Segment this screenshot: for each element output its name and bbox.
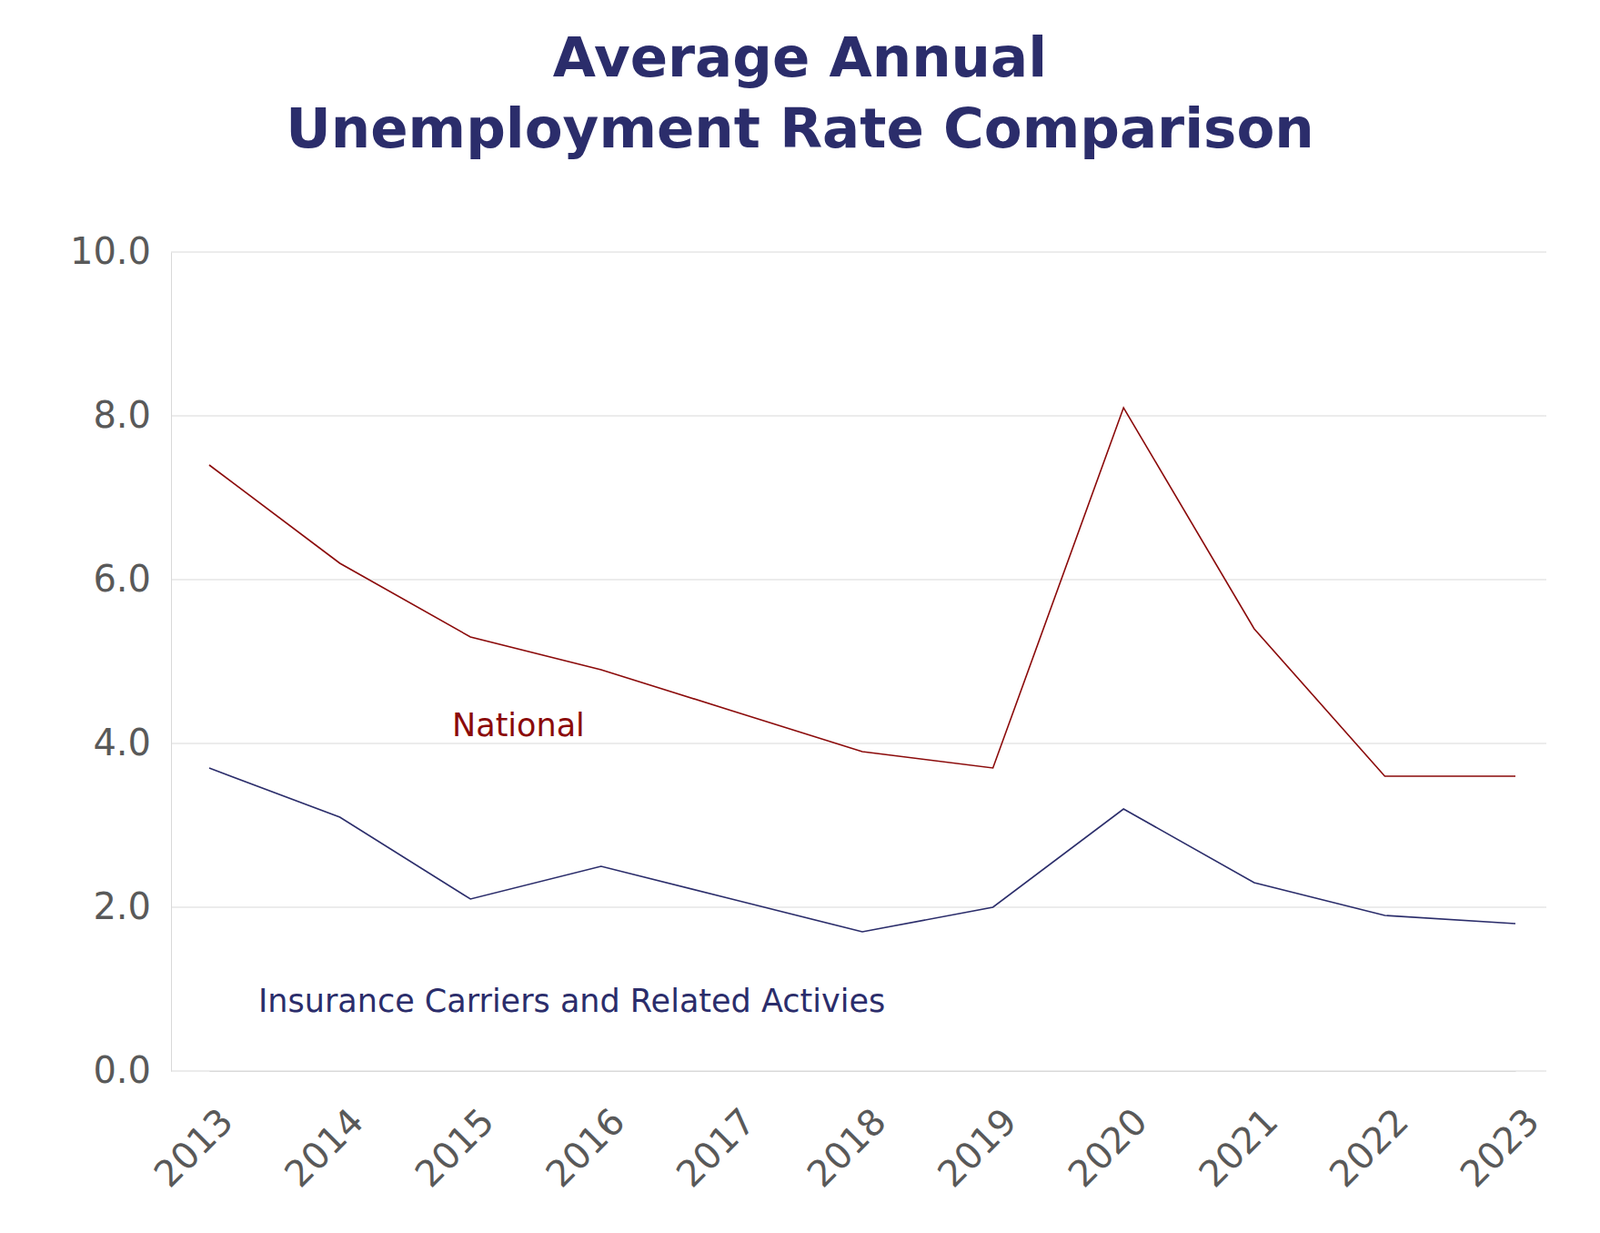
grid-line xyxy=(171,251,1547,253)
x-tick-label: 2020 xyxy=(1059,1099,1156,1196)
grid xyxy=(171,251,1547,1071)
y-tick: 2.0 xyxy=(92,885,172,927)
y-tick: 6.0 xyxy=(92,557,172,600)
title-line: Unemployment Rate Comparison xyxy=(285,95,1315,161)
x-tick-label: 2017 xyxy=(668,1099,765,1196)
x-axis: 2013 2014 2015 2016 2017 2018 2019 2020 2021 2022… xyxy=(145,1070,1548,1195)
x-tick: 2019 xyxy=(929,1070,1026,1195)
y-tick: 10.0 xyxy=(70,230,172,272)
grid-line xyxy=(171,415,1547,417)
y-axis-line xyxy=(171,252,172,1072)
title-line: Average Annual xyxy=(553,24,1047,90)
series-label: National xyxy=(452,706,585,744)
x-tick: 2014 xyxy=(276,1070,373,1195)
x-tick: 2021 xyxy=(1190,1070,1287,1195)
x-tick: 2017 xyxy=(668,1070,765,1195)
y-tick-label: 2.0 xyxy=(92,885,151,927)
x-tick-label: 2019 xyxy=(929,1099,1026,1196)
x-tick: 2022 xyxy=(1321,1070,1418,1195)
x-tick-label: 2022 xyxy=(1321,1099,1418,1196)
y-tick-label: 10.0 xyxy=(70,230,151,272)
x-tick-label: 2018 xyxy=(798,1099,895,1196)
x-tick: 2016 xyxy=(537,1070,634,1195)
grid-line xyxy=(171,1070,1547,1072)
x-tick-label: 2014 xyxy=(276,1099,373,1196)
grid-line xyxy=(171,579,1547,581)
y-tick-label: 8.0 xyxy=(92,393,151,436)
series-label: Insurance Carriers and Related Activies xyxy=(258,982,886,1019)
y-axis: 0.0 2.0 4.0 6.0 8.0 10.0 xyxy=(70,230,172,1091)
x-tick-label: 2023 xyxy=(1451,1099,1548,1196)
chart-title: Average AnnualUnemployment Rate Comparis… xyxy=(285,24,1315,161)
plot-area xyxy=(209,407,1516,932)
x-tick: 2018 xyxy=(798,1070,895,1195)
chart-svg: Average AnnualUnemployment Rate Comparis… xyxy=(0,0,1600,1233)
grid-line xyxy=(171,906,1547,908)
series-line xyxy=(209,407,1516,776)
y-tick-label: 6.0 xyxy=(92,557,151,600)
y-tick-label: 4.0 xyxy=(92,721,151,764)
y-tick: 0.0 xyxy=(92,1048,172,1091)
chart-container: Average AnnualUnemployment Rate Comparis… xyxy=(0,0,1600,1233)
x-tick-label: 2015 xyxy=(406,1099,503,1196)
x-axis-line xyxy=(210,1070,1517,1072)
x-tick-label: 2021 xyxy=(1190,1099,1287,1196)
x-tick: 2013 xyxy=(145,1070,242,1195)
y-tick: 8.0 xyxy=(92,393,172,436)
x-tick: 2023 xyxy=(1451,1070,1548,1195)
y-tick: 4.0 xyxy=(92,721,172,764)
x-tick: 2015 xyxy=(406,1070,503,1195)
y-tick-label: 0.0 xyxy=(92,1048,151,1091)
x-tick-label: 2016 xyxy=(537,1099,634,1196)
x-tick: 2020 xyxy=(1059,1070,1156,1195)
series-line xyxy=(209,767,1516,932)
grid-line xyxy=(171,743,1547,745)
x-tick-label: 2013 xyxy=(145,1099,242,1196)
